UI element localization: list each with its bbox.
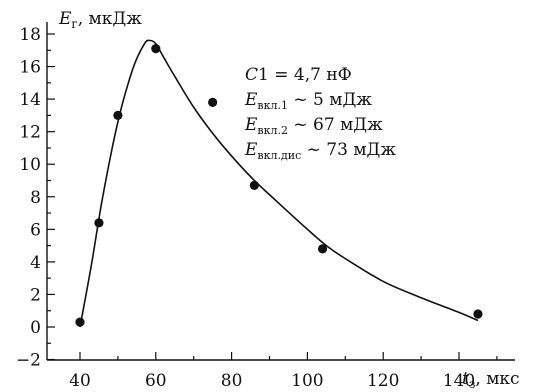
data-point (317, 244, 328, 254)
data-point (473, 309, 483, 319)
x-axis-title: tз, мкс (462, 369, 520, 391)
annotation-line: Eвкл.1 ~ 5 мДж (244, 90, 372, 112)
y-axis-title-symbol: E (58, 9, 72, 29)
y-axis-title: Eг, мкДж (58, 9, 142, 31)
tick-labels-layer: 40 60 80 100 120 140 −2 0 2 4 6 8 10 12 14 16 18 (16, 25, 475, 391)
points-layer (75, 44, 483, 327)
x-tick-label: 80 (221, 371, 243, 391)
data-point (113, 110, 123, 120)
x-tick-label: 120 (367, 371, 399, 391)
y-tick-label: 6 (30, 220, 41, 240)
x-tick-label: 100 (291, 371, 323, 391)
fit-curve (79, 39, 479, 328)
data-point (208, 97, 218, 107)
y-axis-title-unit: , мкДж (78, 9, 142, 29)
x-axis-title-symbol: t (462, 369, 469, 389)
annotation-line: Eвкл.2 ~ 67 мДж (244, 115, 383, 137)
y-tick-label: 12 (19, 123, 41, 143)
y-tick-label: 10 (19, 155, 41, 175)
y-tick-label: 0 (30, 318, 41, 338)
y-tick-label: 18 (19, 25, 41, 45)
x-tick-label: 140 (443, 371, 475, 391)
data-point (94, 218, 104, 228)
annotation-line: C1 = 4,7 нФ (245, 65, 352, 85)
y-tick-label: 8 (30, 188, 41, 208)
y-tick-label: 16 (19, 58, 41, 78)
x-axis-title-unit: , мкс (475, 369, 519, 389)
y-tick-label: 4 (30, 253, 41, 273)
annotation-line: Eвкл.дис ~ 73 мДж (244, 140, 396, 162)
x-axis-title-sub: з (469, 377, 476, 391)
y-axis-title-sub: г (71, 17, 77, 31)
data-point (75, 317, 85, 327)
y-tick-label: 14 (19, 90, 41, 110)
y-tick-label: −2 (16, 351, 41, 371)
data-point (151, 44, 161, 54)
y-tick-label: 2 (30, 285, 41, 305)
x-tick-label: 40 (69, 371, 91, 391)
annotations-block: C1 = 4,7 нФ Eвкл.1 ~ 5 мДж Eвкл.2 ~ 67 мДж… (244, 65, 396, 162)
data-point (249, 180, 259, 190)
x-tick-label: 60 (145, 371, 167, 391)
